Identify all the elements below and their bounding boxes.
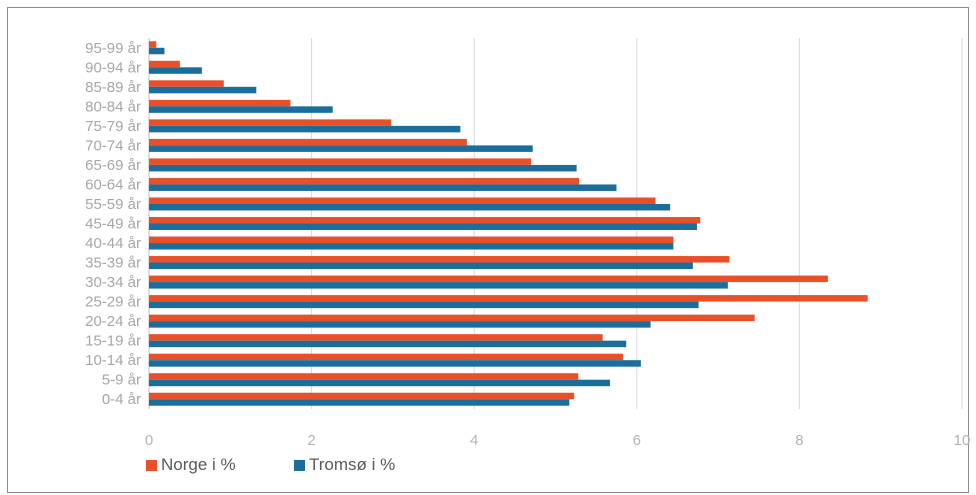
y-category-label: 55-59 år [85,196,141,213]
bar-tromso [149,164,577,172]
bar-norge [149,99,291,107]
bar-tromso [149,243,674,250]
y-category-label: 35-39 år [85,255,141,272]
bar-tromso [149,301,699,309]
bar-tromso [149,262,693,270]
bar-norge [149,177,580,185]
bar-tromso [149,282,728,289]
y-category-label: 30-34 år [85,274,141,291]
bar-tromso [149,47,165,55]
bar-norge [149,236,674,244]
bar-tromso [149,67,202,74]
y-category-label: 40-44 år [85,235,141,252]
bar-tromso [149,106,333,113]
bar-tromso [149,125,461,133]
bar-tromso [149,223,697,230]
x-tick-label: 0 [145,432,153,449]
bar-norge [149,138,467,146]
legend-label-tromso: Tromsø i % [309,455,396,474]
x-tick-label: 8 [795,432,803,449]
bar-tromso [149,399,570,406]
y-category-label: 85-89 år [85,79,141,96]
bar-norge [149,275,828,283]
bar-norge [149,314,755,322]
y-category-label: 0-4 år [102,391,141,408]
bar-tromso [149,360,641,367]
bar-tromso [149,340,627,348]
bar-norge [149,41,157,48]
y-category-label: 60-64 år [85,176,141,193]
bar-tromso [149,379,610,387]
y-category-label: 45-49 år [85,216,141,233]
x-tick-label: 4 [470,432,478,449]
bar-norge [149,197,656,204]
x-tick-label: 6 [633,432,641,449]
bar-norge [149,158,532,165]
legend-swatch-tromso [294,459,305,471]
bar-tromso [149,145,533,152]
bar-norge [149,392,575,400]
legend-item-tromso: Tromsø i % [294,455,395,475]
bar-tromso [149,203,671,211]
y-category-label: 70-74 år [85,137,141,154]
bar-norge [149,334,603,341]
bar-norge [149,373,579,380]
bar-norge [149,295,868,302]
y-category-label: 5-9 år [102,372,141,389]
legend-swatch-norge [146,459,157,471]
bar-tromso [149,86,257,94]
bar-norge [149,353,623,361]
bar-norge [149,256,730,263]
y-category-label: 10-14 år [85,352,141,369]
bar-tromso [149,321,651,328]
legend-item-norge: Norge i % [146,455,236,475]
y-category-label: 90-94 år [85,59,141,76]
bar-tromso [149,184,617,191]
y-category-label: 25-29 år [85,294,141,311]
y-category-label: 95-99 år [85,40,141,57]
bar-norge [149,80,224,87]
x-tick-label: 10 [954,432,971,449]
bar-norge [149,217,701,224]
y-category-label: 75-79 år [85,118,141,135]
y-category-label: 65-69 år [85,157,141,174]
bar-norge [149,60,180,68]
y-category-label: 80-84 år [85,98,141,115]
bar-norge [149,119,392,126]
y-category-label: 20-24 år [85,313,141,330]
legend-label-norge: Norge i % [161,455,236,474]
y-category-label: 15-19 år [85,333,141,350]
x-tick-label: 2 [307,432,315,449]
